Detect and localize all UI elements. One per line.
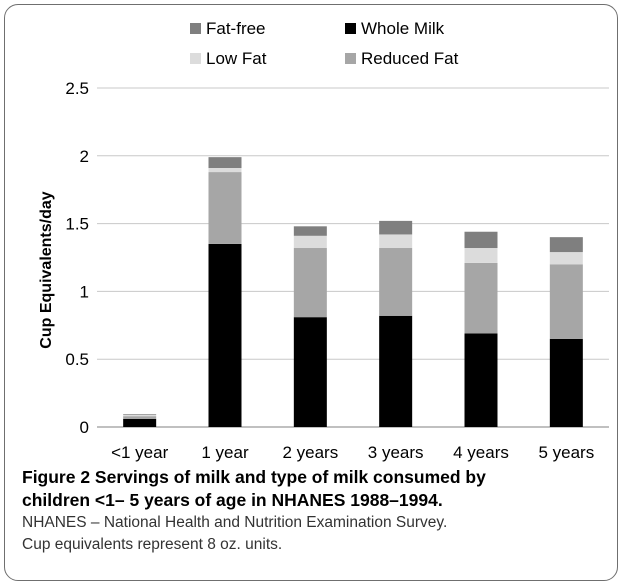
bar-segment-reduced-fat	[379, 248, 413, 316]
y-tick-label: 1.5	[65, 215, 89, 234]
bar-segment-whole-milk	[464, 333, 498, 427]
caption-note-2: Cup equivalents represent 8 oz. units.	[22, 536, 283, 553]
figure-caption: Figure 2 Servings of milk and type of mi…	[22, 466, 612, 556]
bars	[123, 157, 583, 427]
legend-label: Fat-free	[206, 19, 266, 38]
legend-swatch	[190, 23, 201, 34]
legend-label: Reduced Fat	[361, 49, 459, 68]
bar-segment-low-fat	[293, 235, 327, 249]
bar-segment-fat-free	[208, 157, 242, 169]
y-tick-label: 0	[80, 418, 89, 437]
x-axis-ticks: <1 year 1 year 2 years 3 years 4 years 5 year…	[111, 443, 594, 462]
caption-note-1: NHANES – National Health and Nutrition E…	[22, 514, 448, 531]
x-tick-label: 1 year	[201, 443, 249, 462]
y-tick-label: 2	[80, 147, 89, 166]
y-axis-label: Cup Equivalents/day	[38, 191, 55, 348]
x-tick-label: 4 years	[453, 443, 509, 462]
bar-segment-fat-free	[549, 237, 583, 253]
bar-segment-reduced-fat	[549, 264, 583, 339]
y-tick-label: 0.5	[65, 350, 89, 369]
legend-swatch	[345, 23, 356, 34]
bar-segment-low-fat	[464, 248, 498, 263]
caption-title-line-1: Figure 2 Servings of milk and type of mi…	[22, 467, 486, 487]
bar-segment-fat-free	[464, 231, 498, 249]
bar-segment-whole-milk	[379, 315, 413, 427]
x-tick-label: 5 years	[538, 443, 594, 462]
bar-segment-whole-milk	[293, 317, 327, 427]
bar-segment-fat-free	[379, 220, 413, 235]
bar-segment-fat-free	[123, 414, 157, 415]
bar-segment-whole-milk	[123, 418, 157, 427]
bar-segment-reduced-fat	[123, 416, 157, 419]
bar-segment-reduced-fat	[208, 172, 242, 244]
bar-segment-reduced-fat	[464, 262, 498, 334]
legend-label: Low Fat	[206, 49, 267, 68]
bar-segment-low-fat	[379, 234, 413, 249]
bar-segment-fat-free	[293, 226, 327, 236]
legend-swatch	[345, 53, 356, 64]
bar-segment-low-fat	[123, 414, 157, 417]
x-tick-label: <1 year	[111, 443, 169, 462]
y-tick-label: 1	[80, 282, 89, 301]
y-axis-ticks: 0 0.5 1 1.5 2 2.5	[65, 79, 89, 437]
bar-segment-whole-milk	[549, 338, 583, 427]
x-tick-label: 3 years	[368, 443, 424, 462]
bar-segment-whole-milk	[208, 243, 242, 427]
gridlines	[97, 87, 609, 428]
bar-segment-low-fat	[208, 168, 242, 173]
bar-segment-low-fat	[549, 252, 583, 265]
y-tick-label: 2.5	[65, 79, 89, 98]
stacked-bar-chart: 0 0.5 1 1.5 2 2.5 <1 year 1 year 2 years 3 years…	[38, 19, 609, 462]
x-tick-label: 2 years	[282, 443, 338, 462]
legend-swatch	[190, 53, 201, 64]
bar-segment-reduced-fat	[293, 248, 327, 318]
caption-title-line-2: children <1– 5 years of age in NHANES 19…	[22, 490, 443, 510]
legend: Fat-free Whole Milk Low Fat Reduced Fat	[190, 19, 459, 68]
legend-label: Whole Milk	[361, 19, 445, 38]
